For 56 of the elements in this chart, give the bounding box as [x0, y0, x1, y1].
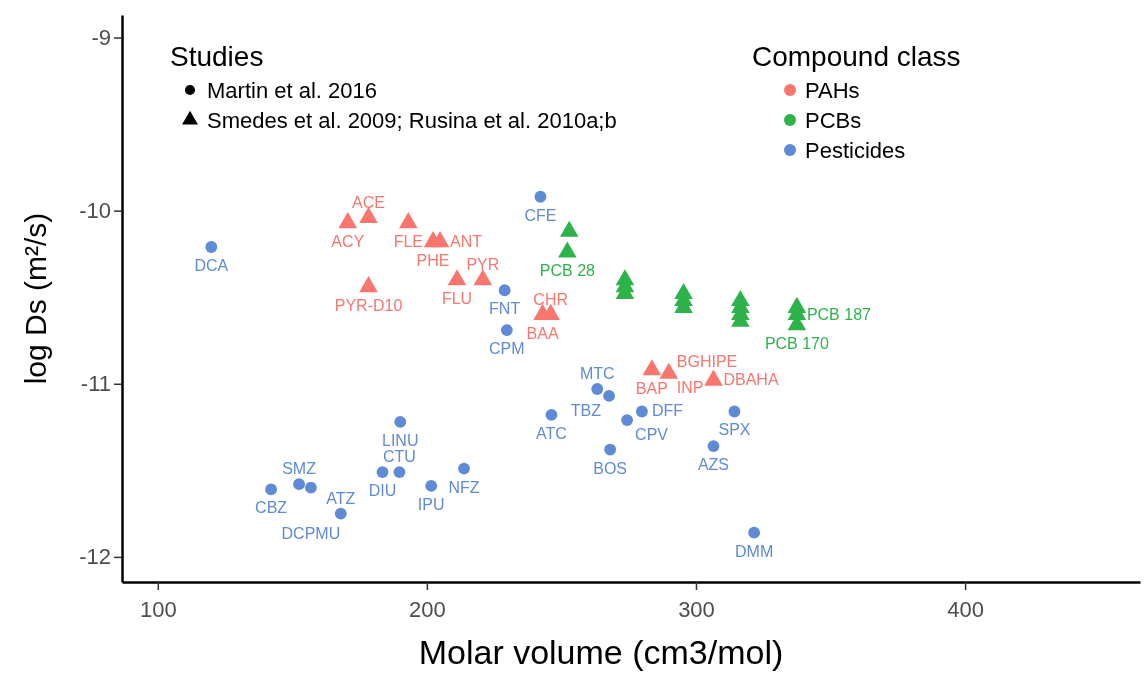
annotation: BOS [593, 459, 628, 477]
annotation: CHR [533, 290, 569, 308]
y-tick-label: -9 [91, 25, 111, 51]
annotation: ATZ [326, 489, 356, 507]
y-tick-label: -11 [80, 371, 111, 397]
annotation: DCPMU [281, 524, 341, 542]
annotation: ANT [450, 232, 483, 250]
annotation: SMZ [282, 460, 317, 478]
annotation: PCB 170 [764, 334, 830, 352]
y-axis-title: log Ds (m²/s) [19, 212, 52, 385]
annotation: DCA [194, 256, 229, 274]
annotation: Studies [170, 41, 264, 72]
annotation: INP [676, 379, 704, 397]
annotation: DBAHA [723, 371, 779, 389]
annotation: LINU [382, 431, 419, 449]
annotation: IPU [417, 495, 445, 513]
annotation: MTC [579, 364, 615, 382]
annotation: ACY [331, 232, 365, 250]
annotation: CPV [635, 426, 669, 444]
annotation: ATC [536, 424, 567, 442]
annotation: PCB 187 [806, 305, 872, 323]
annotation: PHE [416, 251, 450, 269]
x-tick-label: 100 [139, 597, 177, 623]
annotation: CPM [489, 340, 525, 358]
legend-label: PAHs [805, 78, 860, 103]
annotation: CBZ [255, 499, 288, 517]
annotation: DFF [651, 402, 684, 420]
annotation: NFZ [448, 478, 480, 496]
x-tick-label: 200 [409, 597, 446, 623]
y-tick-label: -12 [79, 544, 111, 570]
x-tick-label: 400 [947, 597, 984, 623]
annotation: FLU [441, 289, 473, 307]
legend-label: Pesticides [805, 138, 906, 163]
x-axis-title: Molar volume (cm3/mol) [418, 633, 784, 671]
annotation: CFE [524, 206, 557, 224]
annotation: Martin et al. 2016 [207, 78, 377, 103]
annotation: PYR [466, 255, 500, 273]
legend-title: Compound class [752, 41, 961, 72]
x-tick-label: 300 [678, 597, 715, 623]
legend-label: PCBs [805, 108, 862, 133]
annotation: Smedes et al. 2009; Rusina et al. 2010a;b [207, 108, 617, 133]
annotation: DMM [735, 542, 774, 560]
annotation: SPX [718, 421, 751, 439]
annotation: ACE [352, 193, 385, 211]
annotation: BAA [526, 324, 559, 342]
annotation: BGHIPE [676, 353, 738, 371]
annotation: TBZ [570, 401, 602, 419]
annotation: FNT [489, 300, 521, 318]
y-tick-label: -10 [79, 198, 111, 224]
annotation: DIU [368, 482, 397, 500]
annotation: AZS [697, 456, 730, 474]
annotation: PCB 28 [539, 262, 596, 280]
annotation: BAP [635, 379, 668, 397]
annotation: FLE [393, 232, 423, 250]
annotation: CTU [383, 448, 416, 466]
annotation: PYR-D10 [334, 296, 403, 314]
